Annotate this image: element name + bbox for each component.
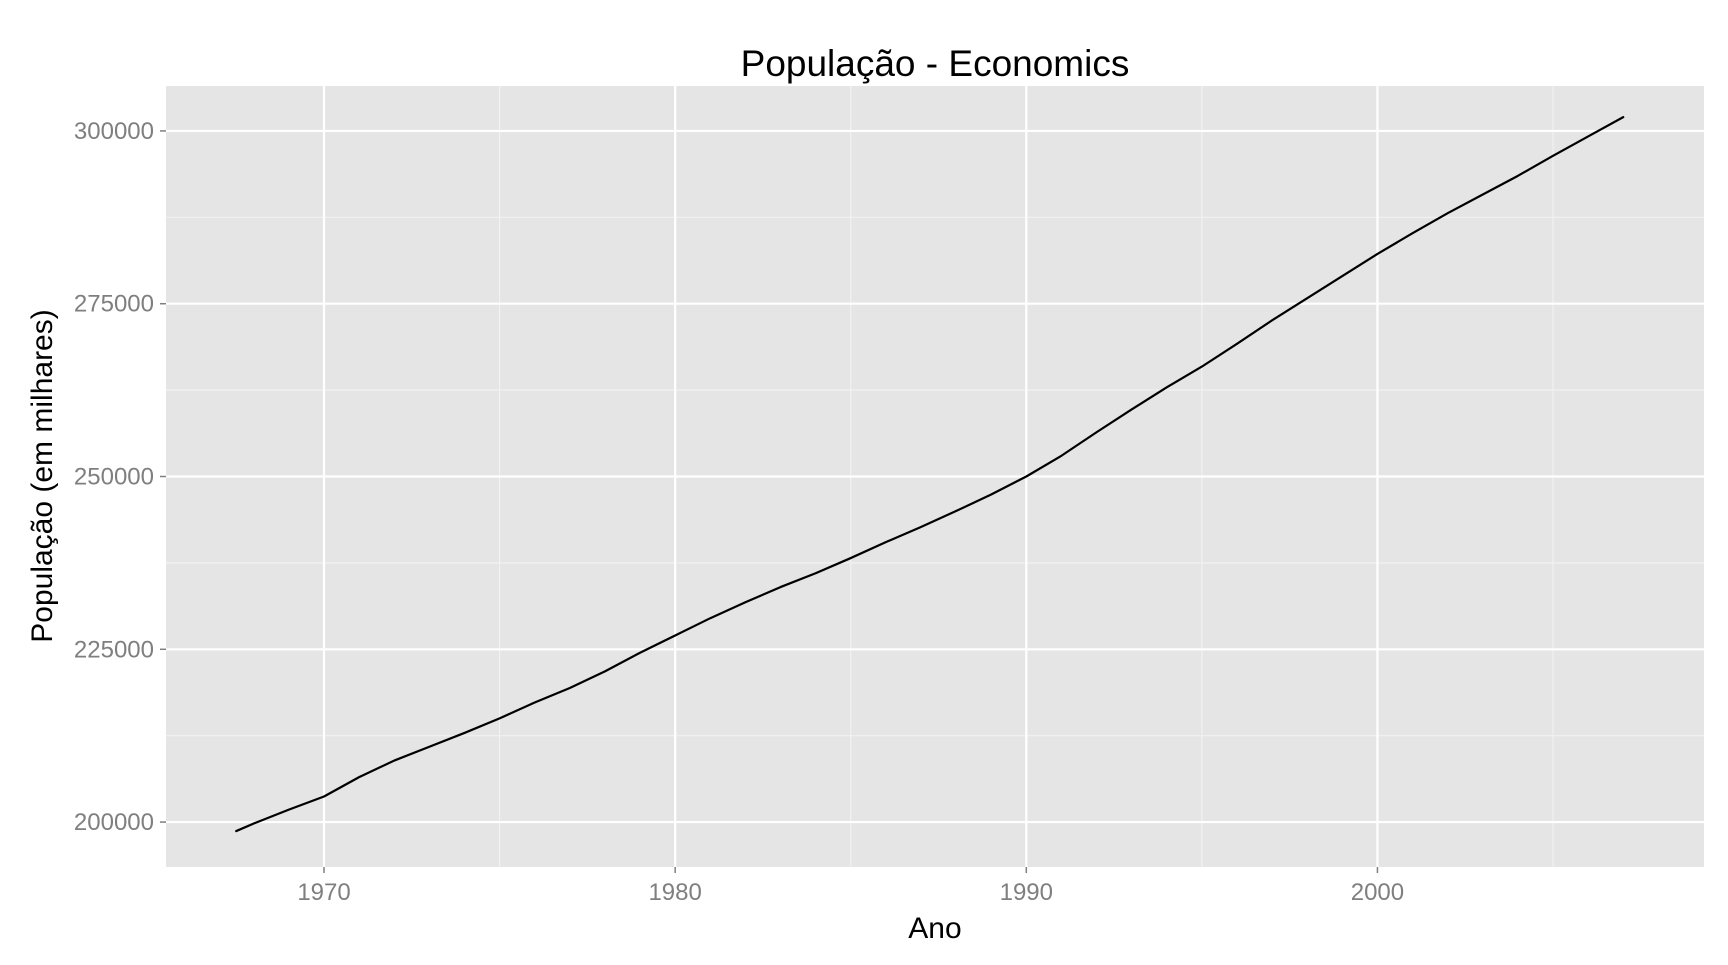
x-tick-label: 2000 [1351,879,1404,906]
y-tick-label: 200000 [74,809,154,836]
y-tick-label: 300000 [74,118,154,145]
x-tick-label: 1990 [1000,879,1053,906]
tick-marks [160,130,1379,873]
population-line [235,115,1625,833]
y-axis-label: População (em milhares) [26,309,59,642]
x-tick-label: 1980 [648,879,701,906]
y-tick-label: 250000 [74,464,154,491]
x-axis-label: Ano [908,912,961,945]
y-tick-labels: 200000 225000 250000 275000 300000 [74,118,154,836]
y-tick-label: 225000 [74,636,154,663]
y-tick-label: 275000 [74,291,154,318]
chart-title: População - Economics [741,43,1130,84]
series-layer [235,115,1625,833]
x-tick-label: 1970 [297,879,350,906]
x-tick-labels: 1970 1980 1990 2000 [297,879,1404,906]
